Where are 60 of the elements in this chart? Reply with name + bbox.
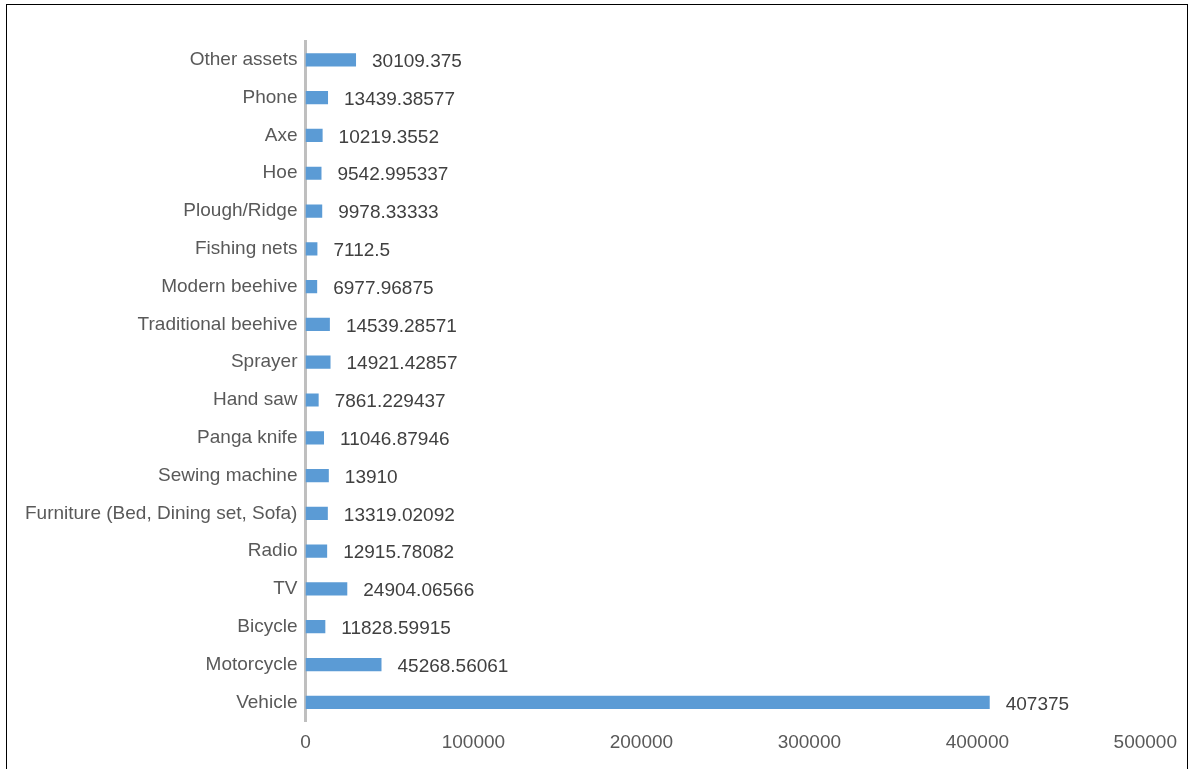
- data-label: 24904.06566: [363, 579, 475, 601]
- bar: [305, 204, 323, 218]
- bar: [305, 242, 318, 256]
- data-label: 6977.96875: [333, 276, 434, 298]
- data-label: 7112.5: [333, 239, 391, 261]
- y-tick-label: Other assets: [189, 48, 298, 70]
- x-tick-label: 300000: [777, 730, 842, 752]
- bar: [305, 582, 348, 596]
- data-label: 30109.375: [372, 50, 462, 72]
- bar: [305, 468, 329, 483]
- data-label: 13439.38577: [344, 87, 455, 109]
- bar: [305, 280, 318, 294]
- y-tick-label: Hoe: [262, 161, 298, 183]
- y-tick-label: Furniture (Bed, Dining set, Sofa): [24, 501, 298, 523]
- y-tick-label: Radio: [247, 539, 298, 561]
- bar: [305, 166, 322, 180]
- y-tick-label: Axe: [264, 123, 298, 145]
- y-tick-label: Traditional beehive: [137, 312, 298, 334]
- data-label: 407375: [1005, 692, 1070, 714]
- y-tick-label: Panga knife: [197, 426, 298, 448]
- bar: [305, 506, 328, 520]
- bar: [305, 657, 382, 672]
- y-tick-label: Vehicle: [236, 690, 298, 712]
- bar: [305, 544, 328, 558]
- x-tick-label: 200000: [609, 730, 674, 752]
- data-label: 7861.229437: [334, 390, 446, 412]
- y-tick-label: Plough/Ridge: [183, 199, 298, 221]
- data-label: 13910: [344, 465, 398, 487]
- y-tick-label: Fishing nets: [195, 237, 298, 259]
- x-tick-label: 400000: [945, 730, 1010, 752]
- y-tick-label: Hand saw: [212, 388, 298, 410]
- bar: [305, 317, 330, 332]
- data-label: 14921.42857: [346, 352, 458, 374]
- bar: [305, 431, 325, 445]
- bar: [305, 53, 357, 67]
- data-label: 12915.78082: [343, 541, 455, 563]
- y-tick-label: Sewing machine: [158, 463, 298, 485]
- bar: [305, 620, 326, 634]
- y-tick-label: Sprayer: [230, 350, 299, 372]
- data-label: 13319.02092: [343, 503, 455, 525]
- data-label: 11046.87946: [340, 428, 450, 450]
- x-tick-label: 500000: [1113, 730, 1177, 752]
- y-tick-label: Phone: [242, 85, 298, 107]
- x-tick-label: 0: [300, 730, 311, 752]
- data-label: 11828.59915: [341, 616, 451, 638]
- data-label: 9542.995337: [337, 163, 449, 185]
- data-label: 10219.3552: [338, 125, 440, 147]
- y-tick-label: TV: [273, 577, 298, 599]
- bar: [305, 695, 990, 709]
- bar: [305, 91, 329, 105]
- x-tick-label: 100000: [441, 730, 506, 752]
- bar: [305, 355, 331, 369]
- data-label: 9978.33333: [338, 201, 439, 223]
- bar: [305, 393, 319, 407]
- bar: [305, 128, 323, 143]
- data-label: 45268.56061: [397, 654, 509, 676]
- y-tick-label: Bicycle: [237, 614, 298, 636]
- y-tick-label: Motorcycle: [205, 652, 298, 674]
- y-tick-label: Modern beehive: [161, 274, 298, 296]
- data-label: 14539.28571: [345, 314, 457, 336]
